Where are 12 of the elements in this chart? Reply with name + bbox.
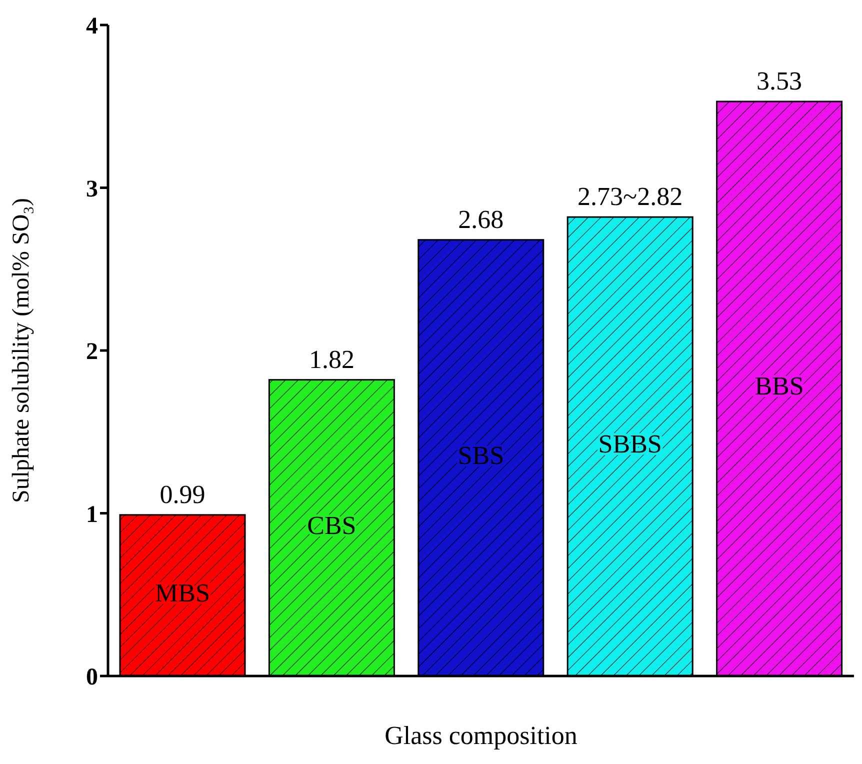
y-axis-title: Sulphate solubility (mol% SO₃) <box>8 198 35 504</box>
y-tick-label: 0 <box>86 664 98 691</box>
data-label: 2.68 <box>458 204 504 234</box>
y-tick-label: 4 <box>86 14 98 40</box>
data-label: 3.53 <box>756 66 802 96</box>
data-label: 2.73~2.82 <box>578 182 683 212</box>
data-label: 0.99 <box>160 480 206 509</box>
y-tick-label: 2 <box>86 339 98 366</box>
x-axis-title: Glass composition <box>384 721 578 750</box>
y-tick-label: 3 <box>86 176 98 202</box>
y-tick-label: 1 <box>86 502 98 528</box>
data-label: 1.82 <box>308 344 354 374</box>
